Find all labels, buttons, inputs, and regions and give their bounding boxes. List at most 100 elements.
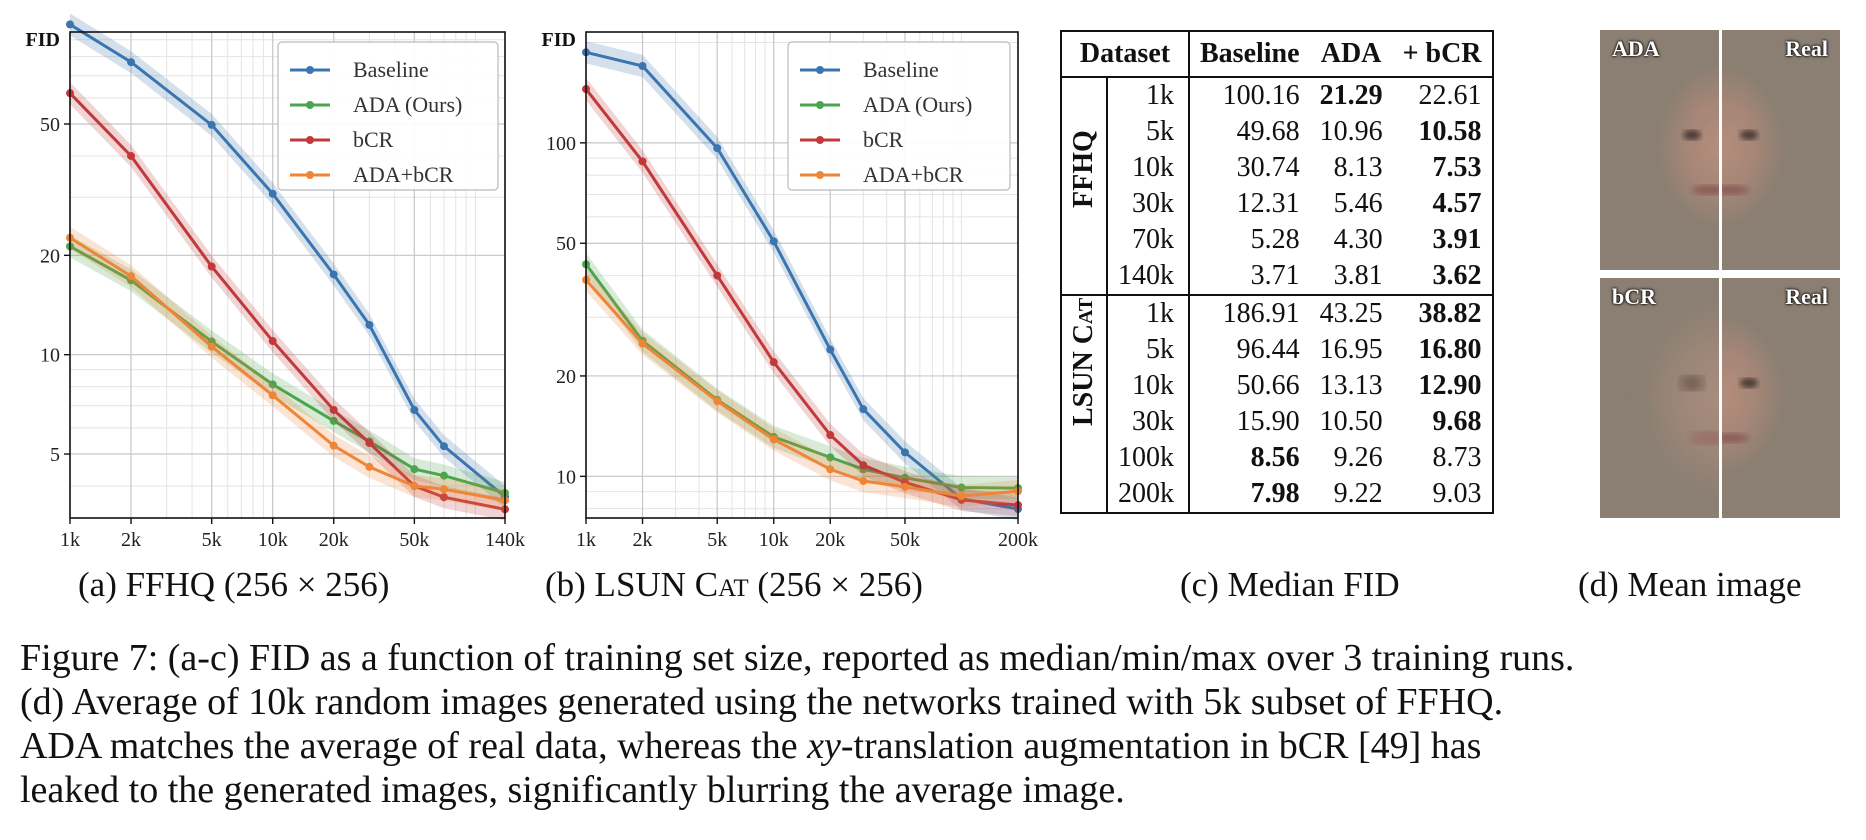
header-dataset: Dataset <box>1061 31 1190 78</box>
cell-baseline: 50.66 <box>1236 370 1300 401</box>
mean-image-label-real: Real <box>1785 36 1828 61</box>
ada-mean-face-image <box>1600 30 1720 270</box>
cell-ada: 13.13 <box>1319 370 1383 401</box>
data-point <box>365 439 374 448</box>
subcaption-a: (a) FFHQ (256 × 256) <box>78 565 390 604</box>
data-point <box>826 465 835 474</box>
data-point <box>439 442 448 451</box>
legend-label: ADA (Ours) <box>863 92 972 117</box>
data-point <box>329 441 338 450</box>
subcaption-c: (c) Median FID <box>1180 565 1400 604</box>
cell-bcr: 3.62 <box>1392 258 1493 296</box>
legend-marker <box>816 136 824 144</box>
cell-bcr: 16.80 <box>1418 334 1482 365</box>
legend-box <box>787 41 1011 191</box>
legend-marker <box>816 101 824 109</box>
dataset-group-label: LSUN Cat <box>1061 295 1108 514</box>
x-tick-label: 1k <box>576 529 596 551</box>
data-point <box>268 391 277 400</box>
caption-line-1: Figure 7: (a-c) FID as a function of tra… <box>20 636 1855 680</box>
cell-bcr: 38.82 <box>1418 298 1482 329</box>
data-point <box>713 144 722 153</box>
data-point <box>410 482 419 491</box>
cell-size: 70k <box>1107 222 1190 258</box>
figure-number: Figure 7: <box>20 637 159 679</box>
header-ada: ADA <box>1309 31 1393 78</box>
x-tick-label: 20k <box>815 529 845 551</box>
y-tick-label: 10 <box>40 345 60 367</box>
cell-ada: 43.25 <box>1319 298 1383 329</box>
data-point <box>859 477 868 486</box>
cell-ada: 4.30 <box>1333 224 1383 255</box>
data-point <box>713 397 722 406</box>
y-tick-label: 5 <box>50 444 60 466</box>
data-point <box>957 492 966 501</box>
y-tick-label: 50 <box>40 114 60 136</box>
data-point <box>638 339 647 348</box>
data-point <box>207 262 216 271</box>
subcaption-b-prefix: (b) LSUN <box>545 565 686 604</box>
real-mean-face-image <box>1721 30 1840 270</box>
caption-text-1: (a-c) FID as a function of training set … <box>167 637 1575 679</box>
data-point <box>439 493 448 502</box>
table-row: 140k 3.71 3.81 3.62 <box>1061 258 1493 296</box>
lsun-cat-fid-chart: 1k 2k 5k 10k 20k 50k 200k 10 20 50 100 FID Baseline A… <box>542 29 1038 551</box>
data-point <box>268 189 277 198</box>
table-row: 70k 5.28 4.30 3.91 <box>1061 222 1493 258</box>
data-point <box>826 345 835 354</box>
x-tick-label: 50k <box>399 529 429 551</box>
cell-size: 1k <box>1107 295 1190 332</box>
y-axis-label: FID <box>26 29 60 51</box>
x-tick-label: 2k <box>121 529 141 551</box>
data-point <box>439 485 448 494</box>
image-divider <box>1719 30 1722 270</box>
cell-bcr: 3.91 <box>1432 224 1482 255</box>
x-tick-label: 20k <box>319 529 349 551</box>
caption-text-3a: ADA matches the average of real data, wh… <box>20 725 798 767</box>
cell-baseline: 8.56 <box>1250 442 1300 473</box>
table-row: 5k 96.44 16.95 16.80 <box>1061 332 1493 368</box>
cell-size: 30k <box>1107 186 1190 222</box>
series-band-0 <box>70 13 505 508</box>
data-point <box>127 151 136 160</box>
median-fid-table: Dataset Baseline ADA + bCR FFHQ 1k 100.16 2… <box>1060 30 1494 514</box>
table-body: FFHQ 1k 100.16 21.29 22.61 5k 49.68 10.96 10.58 1… <box>1061 77 1493 514</box>
panel-b-lsun-cat-chart: 1k 2k 5k 10k 20k 50k 200k 10 20 50 100 FID Baseline A… <box>530 0 1050 600</box>
series-band-1 <box>586 253 1018 500</box>
table-row: 10k 50.66 13.13 12.90 <box>1061 368 1493 404</box>
legend-box <box>277 41 499 191</box>
mean-image-ada-vs-real: ADA Real <box>1600 30 1840 270</box>
subcaption-d: (d) Mean image <box>1578 565 1802 604</box>
cell-baseline: 3.71 <box>1189 258 1310 296</box>
cell-size: 1k <box>1107 77 1190 114</box>
series-band-3 <box>586 268 1018 508</box>
x-tick-label: 140k <box>485 529 525 551</box>
data-point <box>329 416 338 425</box>
cell-size: 5k <box>1107 332 1190 368</box>
cell-size: 100k <box>1107 440 1190 476</box>
x-tick-label: 50k <box>890 529 920 551</box>
subcaption-b-suffix: (256 × 256) <box>757 565 923 604</box>
data-point <box>66 20 74 29</box>
data-point <box>127 272 136 281</box>
data-point <box>638 157 647 166</box>
mean-image-bcr-vs-real: bCR Real <box>1600 278 1840 518</box>
data-point <box>769 237 778 246</box>
y-axis-label: FID <box>542 29 576 51</box>
legend-label: ADA+bCR <box>863 162 964 187</box>
x-tick-label: 5k <box>202 529 222 551</box>
legend-marker <box>816 66 824 74</box>
cell-baseline: 12.31 <box>1236 188 1300 219</box>
cell-ada: 8.13 <box>1333 152 1383 183</box>
dataset-name: LSUN Cat <box>1068 297 1099 426</box>
data-point <box>268 380 277 389</box>
legend-marker <box>306 101 314 109</box>
panel-a-ffhq-chart: 1k 2k 5k 10k 20k 50k 140k 5 10 20 50 FID Baseline ADA… <box>0 0 540 600</box>
data-point <box>900 482 909 491</box>
legend-label: ADA (Ours) <box>353 92 462 117</box>
mean-image-label-ada: ADA <box>1612 36 1660 61</box>
cell-ada: 3.81 <box>1309 258 1393 296</box>
x-tick-label: 5k <box>707 529 727 551</box>
data-point <box>410 405 419 414</box>
data-point <box>638 62 647 71</box>
